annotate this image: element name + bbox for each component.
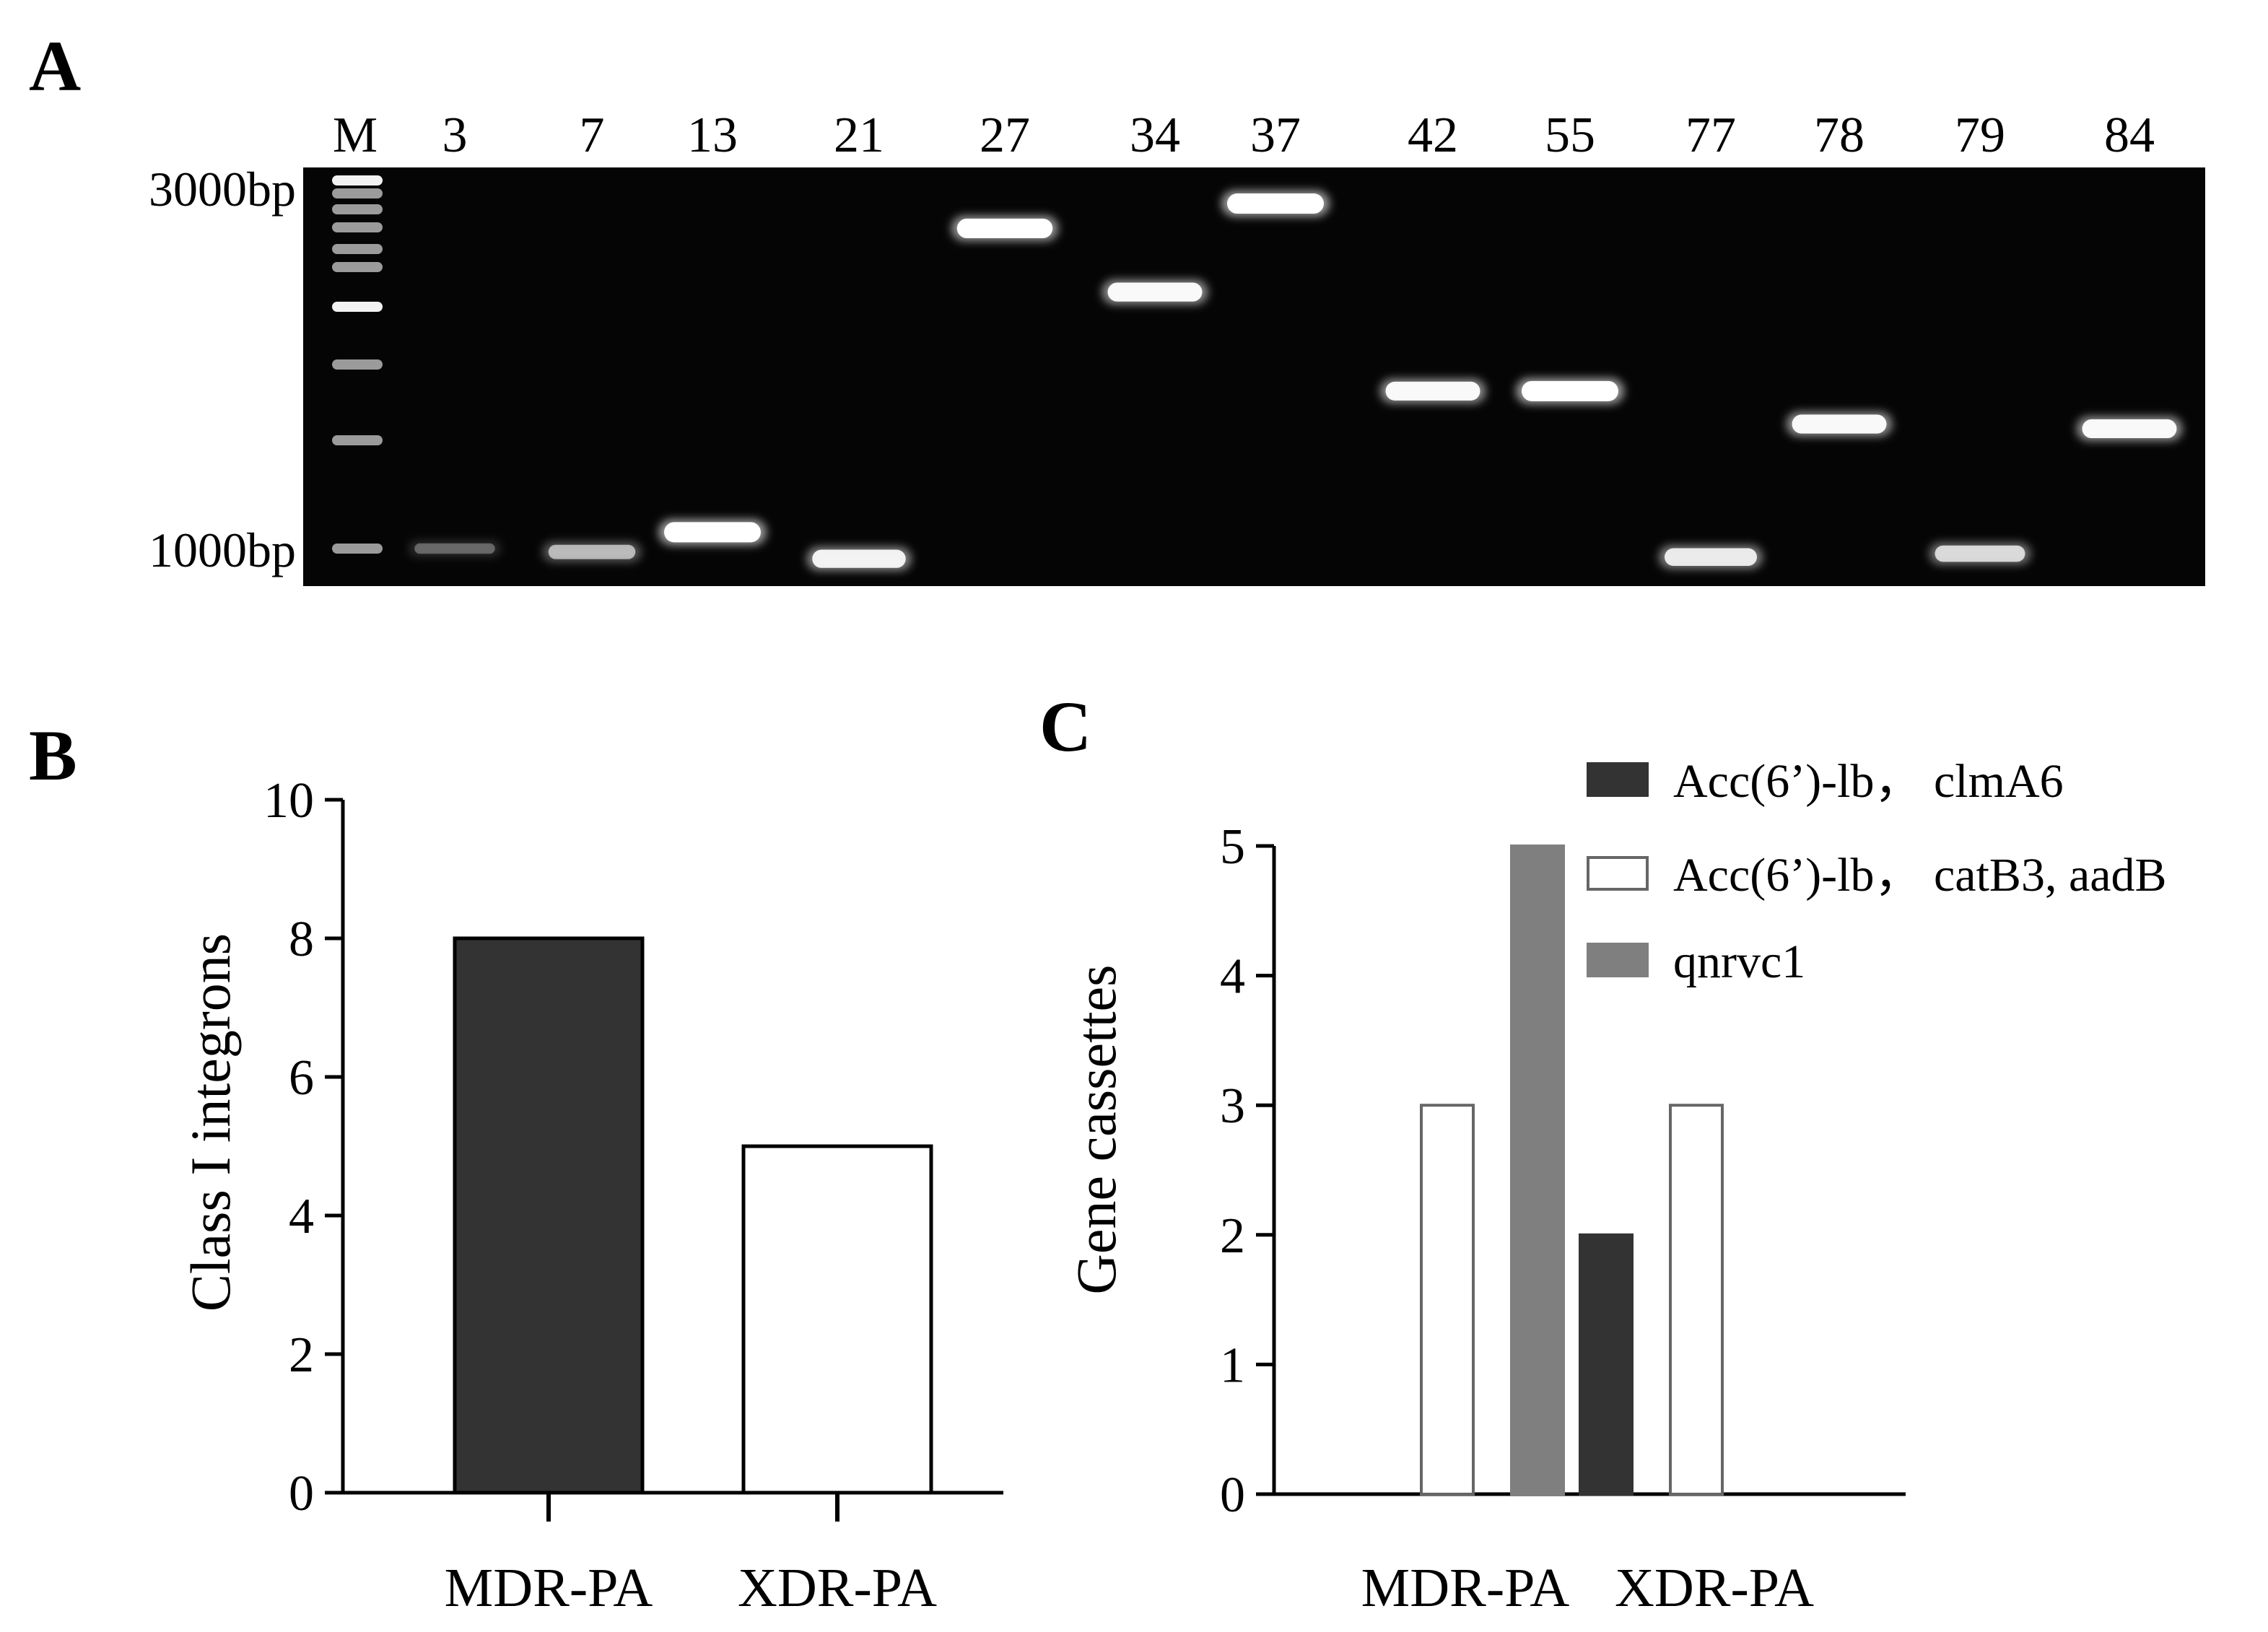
ladder-band [332,222,383,232]
x-category-label: XDR-PA [738,1558,937,1618]
gel-band [956,218,1053,238]
lane-label: 42 [1408,108,1458,163]
lane-label: 27 [980,108,1030,163]
lane-label: 13 [687,108,738,163]
bar-mdr-pa-series-2 [1420,1104,1475,1496]
ladder-band [332,188,383,198]
panel-c-letter: C [1039,686,1091,767]
bar-mdr-pa-series-3 [1510,845,1565,1496]
gel-band [1227,193,1324,214]
gel-image [303,167,2205,586]
lane-label: 55 [1545,108,1595,163]
gel-band [812,549,906,568]
lane-label: 37 [1250,108,1301,163]
y-tick-label: 1 [1220,1338,1245,1393]
ladder-band [332,175,383,186]
gel-band [1935,545,2025,562]
lane-label: 34 [1130,108,1180,163]
y-tick-label: 2 [1220,1208,1245,1264]
y-tick-label: 4 [1220,949,1245,1005]
x-category-label: MDR-PA [445,1558,653,1618]
marker-ladder [332,175,383,554]
ladder-band [332,244,383,254]
panel-a: A M 3000bp 1000bp 3 7 13 21 27 34 37 42 55 77 78 79… [29,26,2205,586]
gel-band [2082,419,2177,439]
y-tick-label: 4 [289,1189,314,1244]
legend-swatch [1587,943,1649,977]
panel-b-y-axis-title: Class I integrons [179,933,242,1312]
legend-label: qnrvc1 [1673,935,1805,988]
chart-c: 0 1 2 3 4 5 MDR-PA XDR-PA [1220,819,1906,1618]
lane-label: 7 [580,108,605,163]
ladder-band [332,544,383,554]
marker-lane-label: M [333,108,378,163]
y-tick-label: 0 [289,1466,314,1522]
legend-label: Acc(6’)-lb， catB3, aadB [1673,849,2167,902]
panel-a-letter: A [29,26,81,106]
bp-label-1000: 1000bp [149,523,296,577]
lane-label: 77 [1685,108,1736,163]
legend-label: Acc(6’)-lb， clmA6 [1673,755,2064,808]
gel-band [1792,414,1887,434]
ladder-band [332,302,383,312]
legend-swatch [1587,762,1649,797]
gel-band-glow [409,540,501,557]
gel-band [1522,380,1618,401]
y-tick-label: 3 [1220,1078,1245,1134]
ladder-band [332,359,383,370]
gel-band [1107,282,1203,302]
gel-band [414,543,495,554]
panel-b-letter: B [29,715,77,795]
bar-xdr-pa-series-2 [1669,1104,1724,1496]
gel-band [1665,548,1757,566]
bar-xdr-pa [741,1144,933,1495]
bar-xdr-pa-series-1 [1579,1233,1634,1496]
x-category-label: XDR-PA [1615,1558,1814,1618]
lane-label: 78 [1814,108,1864,163]
panel-b: B Class I integrons 0 2 4 6 8 10 MDR-PA XDR-PA [29,715,1003,1618]
ladder-band [332,262,383,272]
sample-bands [409,191,2183,571]
lane-label: 3 [442,108,468,163]
bar-mdr-pa [453,936,645,1495]
gel-band [548,544,636,559]
y-tick-label: 2 [289,1327,314,1383]
legend-swatch [1587,856,1649,891]
ladder-band [332,435,383,445]
x-category-label: MDR-PA [1361,1558,1570,1618]
y-tick-label: 0 [1220,1467,1245,1523]
chart-b: 0 2 4 6 8 10 MDR-PA XDR-PA [263,773,1003,1618]
lane-label: 84 [2104,108,2155,163]
panel-c: C Gene cassettes 0 1 2 3 4 5 MDR-PA XDR-PA Acc(… [1039,686,2167,1618]
lane-label: 21 [834,108,884,163]
y-tick-label: 5 [1220,819,1245,875]
y-tick-label: 8 [289,912,314,967]
y-tick-label: 6 [289,1050,314,1106]
legend: Acc(6’)-lb， clmA6 Acc(6’)-lb， catB3, aadB… [1587,755,2167,988]
gel-band [1385,381,1480,401]
panel-c-y-axis-title: Gene cassettes [1065,965,1128,1295]
y-tick-label: 10 [263,773,314,829]
ladder-band [332,204,383,214]
gel-band [664,522,761,543]
bp-label-3000: 3000bp [149,162,296,217]
lane-label: 79 [1955,108,2005,163]
lane-labels: 3 7 13 21 27 34 37 42 55 77 78 79 84 [442,108,2155,163]
